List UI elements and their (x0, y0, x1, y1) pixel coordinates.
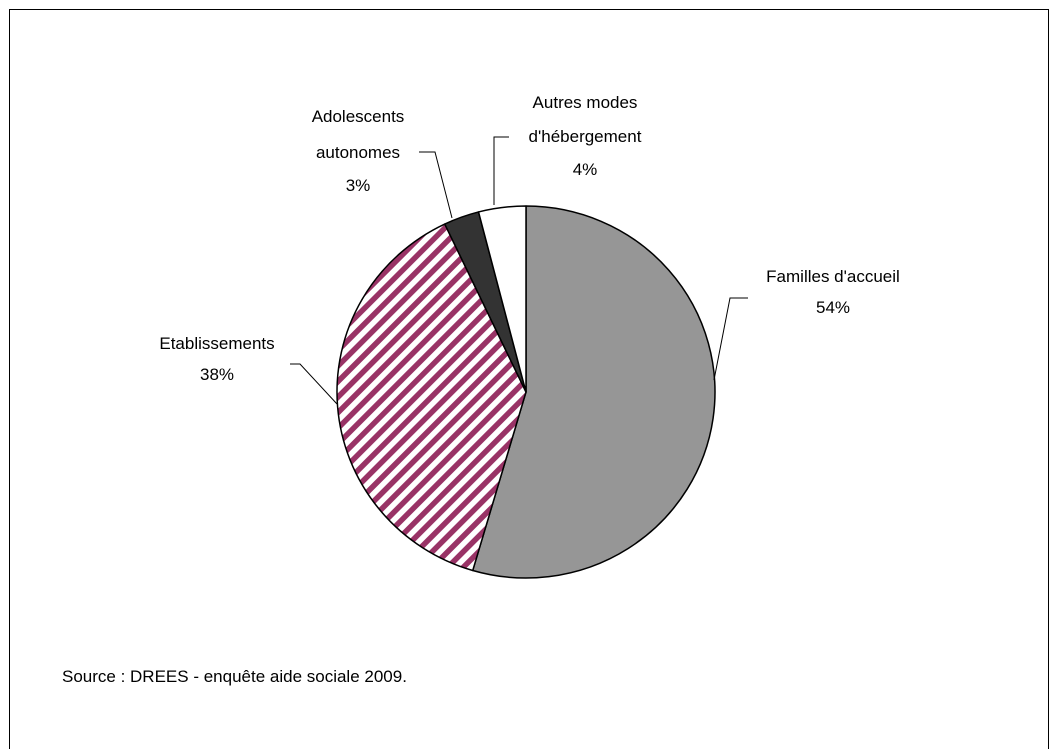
slice-familles-accueil (472, 205, 716, 579)
label-adolescents-name-1: Adolescents (312, 107, 405, 126)
leader-line-adolescents (419, 151, 453, 219)
label-etablissements-name: Etablissements (159, 334, 274, 353)
label-adolescents-value: 3% (346, 176, 371, 195)
label-etablissements-value: 38% (200, 365, 234, 384)
label-autres-name-1: Autres modes (533, 93, 638, 112)
leader-line-familles (713, 297, 748, 381)
source-note: Source : DREES - enquête aide sociale 20… (62, 667, 407, 686)
slice-etablissements (336, 223, 527, 572)
label-autres-value: 4% (573, 160, 598, 179)
leader-line-etablissements (290, 363, 338, 405)
label-adolescents-name-2: autonomes (316, 143, 400, 162)
chart-frame (9, 9, 1049, 749)
label-autres-name-2: d'hébergement (529, 127, 642, 146)
slice-autres-modes (477, 205, 527, 393)
label-familles-value: 54% (816, 298, 850, 317)
leader-line-autres (493, 136, 509, 205)
label-familles-name: Familles d'accueil (766, 267, 900, 286)
